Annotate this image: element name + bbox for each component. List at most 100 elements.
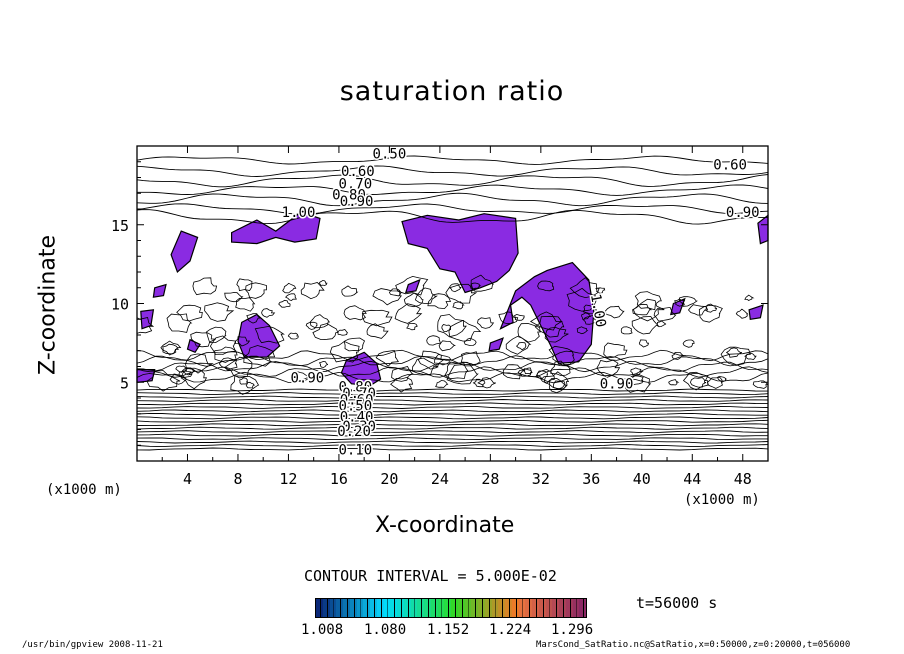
- contour-line: [682, 339, 695, 348]
- colorbar-tick-label: 1.080: [364, 622, 407, 638]
- x-tick-label: 32: [532, 470, 550, 488]
- contour-line: [448, 319, 482, 342]
- y-tick-label: 10: [111, 296, 129, 314]
- contour-line: [341, 285, 359, 297]
- colorbar-segment: [376, 599, 384, 617]
- colorbar-segment: [410, 599, 418, 617]
- contour-line: [136, 447, 769, 451]
- contour-line: [224, 292, 244, 303]
- contour-line: [312, 323, 339, 341]
- contour-line: [362, 309, 393, 327]
- contour-line: [472, 378, 486, 388]
- contour-line: [463, 337, 477, 347]
- contour-line: [411, 357, 439, 376]
- y-tick-label: 15: [111, 217, 129, 235]
- supersaturated-region: [152, 283, 167, 298]
- contour-line: [180, 367, 208, 390]
- contour-line: [169, 373, 188, 385]
- contour-line: [287, 332, 299, 340]
- colorbar-segment: [464, 599, 472, 617]
- colorbar-segment: [437, 599, 445, 617]
- contour-line: [634, 291, 662, 311]
- contour-line: [136, 209, 769, 225]
- contour-line: [426, 335, 441, 346]
- contour-line: [406, 322, 418, 331]
- contour-line: [394, 303, 423, 324]
- contour-line: [620, 326, 633, 335]
- contour-line: [627, 375, 644, 386]
- colorbar-segment: [336, 599, 343, 617]
- contour-line: [548, 345, 575, 366]
- contour-label: 0.60: [713, 158, 747, 174]
- contour-line: [162, 343, 179, 355]
- contour-line: [136, 392, 769, 396]
- contour-line: [136, 355, 769, 367]
- colorbar-segment: [525, 599, 532, 617]
- contour-line: [136, 405, 769, 409]
- colorbar-segment: [322, 599, 330, 617]
- x-tick-label: 48: [734, 470, 752, 488]
- supersaturated-region: [670, 297, 686, 316]
- contour-line: [235, 297, 256, 312]
- contour-line: [624, 373, 652, 393]
- contour-line: [630, 367, 644, 376]
- contour-line: [137, 184, 769, 196]
- contour-line: [293, 370, 311, 382]
- colorbar-segment: [451, 599, 458, 617]
- contour-line: [185, 353, 214, 374]
- x-tick-label: 28: [481, 470, 499, 488]
- colorbar-segment: [511, 599, 519, 617]
- contour-line: [254, 325, 285, 344]
- contour-label: 0.60: [341, 164, 375, 180]
- contour-line: [678, 296, 698, 307]
- contour-line: [604, 305, 625, 319]
- contour-line: [638, 339, 650, 348]
- contour-label: 0.50: [338, 399, 372, 415]
- colorbar-segment: [505, 599, 512, 617]
- contour-label: 0.90: [340, 194, 374, 210]
- colorbar-segment: [329, 599, 337, 617]
- colorbar-segment: [478, 599, 485, 617]
- y-axis-label: Z-coordinate: [35, 235, 61, 375]
- contour-line: [192, 277, 218, 296]
- contour-line: [414, 287, 438, 304]
- contour-line: [581, 312, 592, 320]
- contour-line: [505, 335, 532, 355]
- x-tick-label: 4: [183, 470, 192, 488]
- colorbar-segment: [349, 599, 357, 617]
- contour-line: [136, 174, 769, 188]
- contour-line: [214, 346, 238, 363]
- contour-line: [534, 315, 565, 338]
- contour-line: [136, 349, 769, 362]
- supersaturated-region: [401, 213, 519, 294]
- supersaturated-region: [237, 313, 281, 358]
- contour-line: [136, 165, 769, 177]
- colorbar-tick-label: 1.224: [489, 622, 532, 638]
- contour-line: [246, 313, 261, 324]
- contour-line: [136, 416, 769, 420]
- contour-line: [224, 356, 253, 379]
- colorbar-segment: [356, 599, 364, 617]
- contour-line: [343, 337, 366, 352]
- colorbar: [315, 598, 587, 618]
- colorbar-segment: [538, 599, 546, 617]
- x-unit-label-left: (x1000 m): [46, 482, 122, 498]
- contour-line: [309, 314, 331, 329]
- colorbar-segment: [545, 599, 553, 617]
- contour-line: [136, 433, 768, 437]
- contour-line: [445, 283, 478, 304]
- contour-line: [136, 360, 769, 373]
- contour-interval-text: CONTOUR INTERVAL = 5.000E-02: [304, 567, 557, 585]
- contour-line: [698, 304, 723, 323]
- contour-line: [438, 340, 456, 352]
- contour-line: [209, 335, 237, 356]
- contour-line: [596, 359, 621, 378]
- contour-line: [136, 388, 769, 392]
- x-axis-label: X-coordinate: [375, 513, 515, 538]
- x-tick-label: 40: [633, 470, 651, 488]
- contour-line: [752, 380, 769, 389]
- contour-label: 0.20: [337, 424, 371, 440]
- contour-line: [516, 342, 527, 351]
- contour-line: [166, 313, 193, 333]
